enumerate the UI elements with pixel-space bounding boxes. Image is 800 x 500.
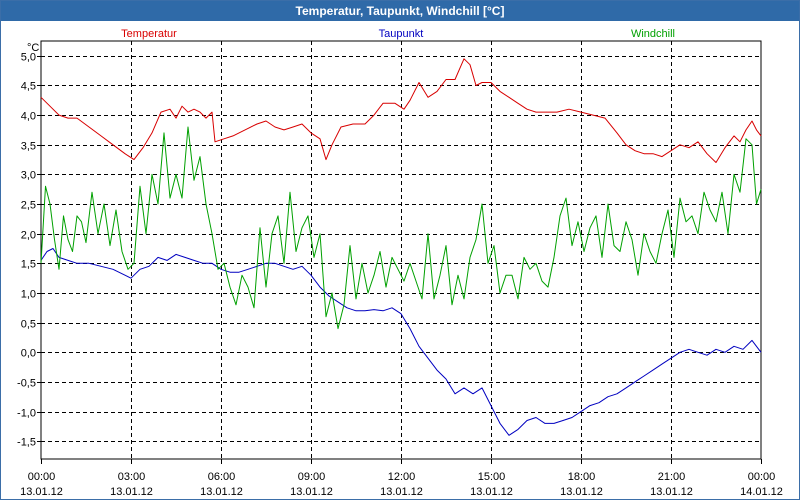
x-tick-time-label: 00:00 bbox=[748, 471, 776, 483]
chart-title: Temperatur, Taupunkt, Windchill [°C] bbox=[1, 1, 799, 21]
x-tick-date-label: 14.01.12 bbox=[740, 486, 783, 498]
legend-taupunkt: Taupunkt bbox=[379, 28, 424, 40]
y-tick-label: -0,5 bbox=[17, 378, 36, 390]
legend-windchill: Windchill bbox=[631, 28, 675, 40]
plot-area bbox=[40, 40, 762, 460]
x-tick-time-label: 15:00 bbox=[478, 471, 506, 483]
y-tick-label: 4,0 bbox=[21, 111, 36, 123]
x-tick-date-label: 13.01.12 bbox=[560, 486, 603, 498]
x-tick-date-label: 13.01.12 bbox=[290, 486, 333, 498]
y-tick-label: -1,0 bbox=[17, 408, 36, 420]
y-axis-label: °C bbox=[27, 42, 39, 54]
x-tick-time-label: 06:00 bbox=[208, 471, 236, 483]
y-tick-label: -1,5 bbox=[17, 437, 36, 449]
x-tick-date-label: 13.01.12 bbox=[200, 486, 243, 498]
x-tick-time-label: 21:00 bbox=[658, 471, 686, 483]
x-tick-time-label: 00:00 bbox=[28, 471, 56, 483]
y-tick-label: 3,0 bbox=[21, 170, 36, 182]
x-tick-date-label: 13.01.12 bbox=[20, 486, 63, 498]
y-tick-label: 0,5 bbox=[21, 319, 36, 331]
x-tick-time-label: 18:00 bbox=[568, 471, 596, 483]
x-tick-date-label: 13.01.12 bbox=[470, 486, 513, 498]
y-tick-label: 2,5 bbox=[21, 200, 36, 212]
series-line-temperatur bbox=[40, 58, 762, 163]
x-tick-time-label: 03:00 bbox=[118, 471, 146, 483]
y-tick-label: 1,0 bbox=[21, 289, 36, 301]
y-tick-label: 3,5 bbox=[21, 141, 36, 153]
y-tick-label: 2,0 bbox=[21, 230, 36, 242]
y-tick-label: 0,0 bbox=[21, 348, 36, 360]
x-tick-date-label: 13.01.12 bbox=[650, 486, 693, 498]
series-line-taupunkt bbox=[40, 248, 762, 436]
x-tick-time-label: 09:00 bbox=[298, 471, 326, 483]
y-tick-label: 5,0 bbox=[21, 52, 36, 64]
series-line-windchill bbox=[40, 126, 762, 330]
x-tick-date-label: 13.01.12 bbox=[380, 486, 423, 498]
x-tick-time-label: 12:00 bbox=[388, 471, 416, 483]
x-tick-date-label: 13.01.12 bbox=[110, 486, 153, 498]
legend-temperatur: Temperatur bbox=[121, 28, 177, 40]
y-tick-label: 1,5 bbox=[21, 259, 36, 271]
y-tick-label: 4,5 bbox=[21, 81, 36, 93]
